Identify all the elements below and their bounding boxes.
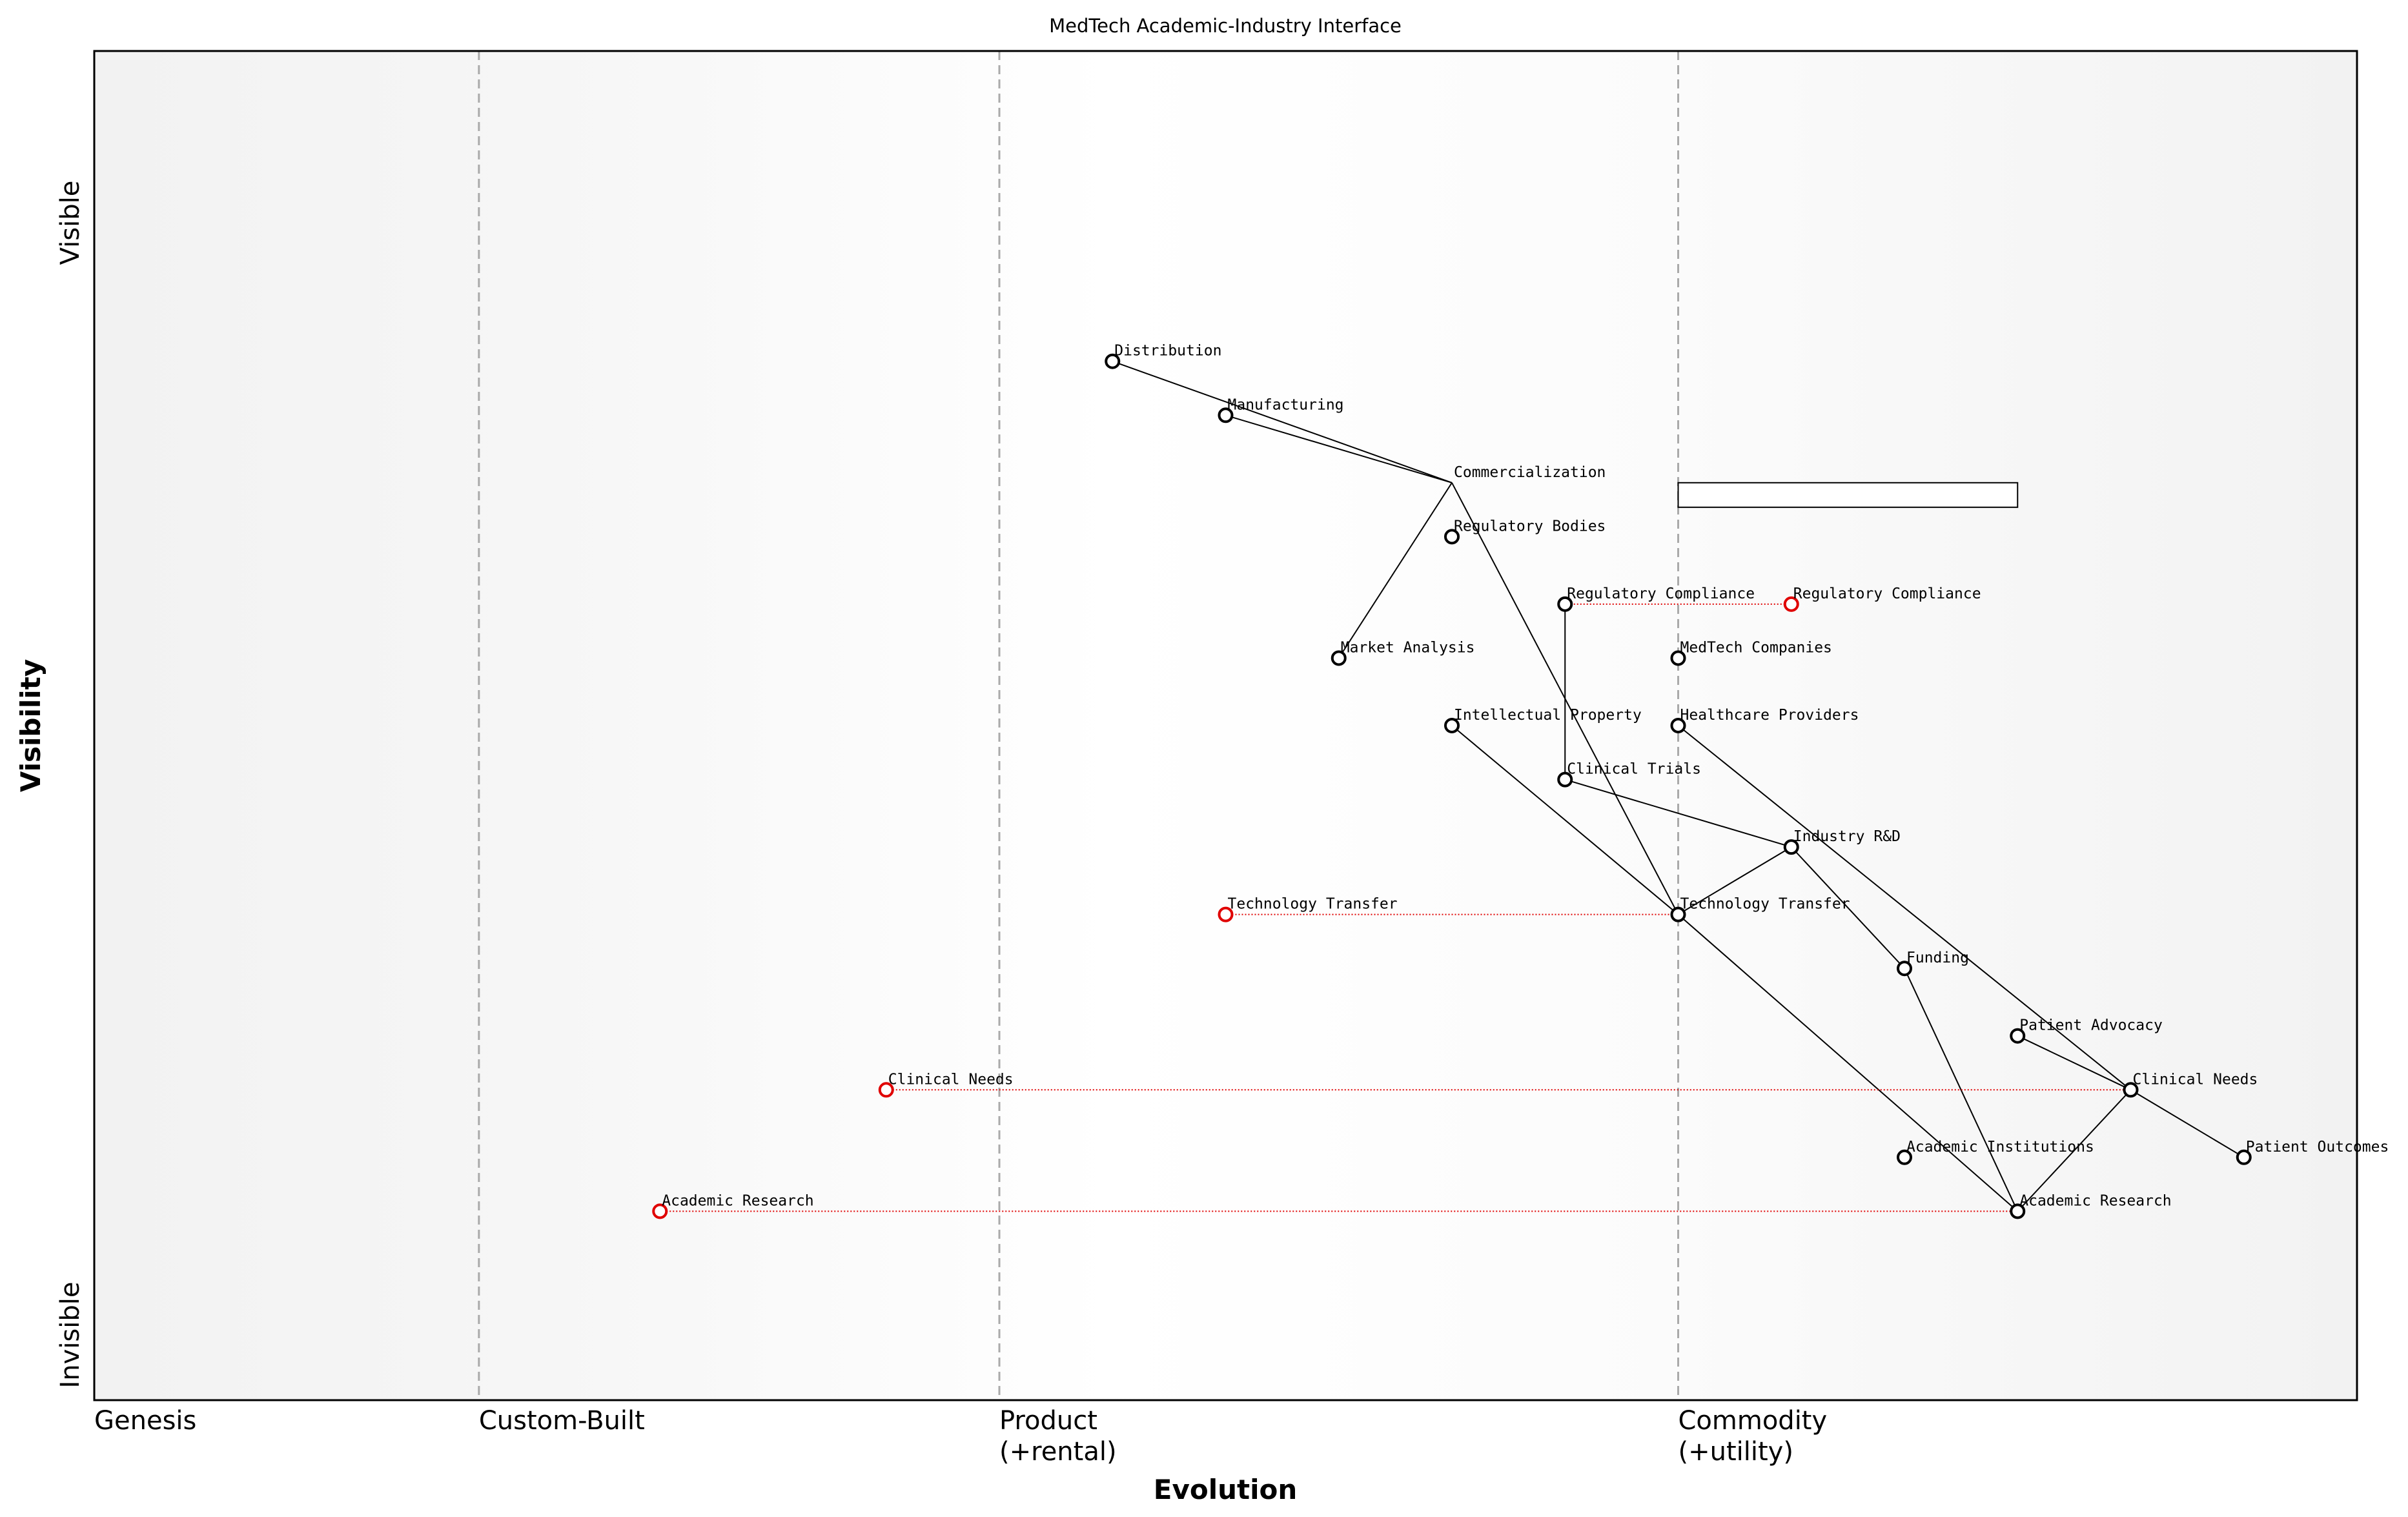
- node-label: Academic Research: [2019, 1192, 2171, 1209]
- node-label: Academic Research: [662, 1192, 813, 1209]
- node: [1897, 1149, 1912, 1165]
- node-label: Clinical Trials: [1567, 761, 1701, 778]
- node: [1670, 718, 1686, 733]
- node-label: Industry R&D: [1793, 828, 1901, 845]
- link: [2017, 1035, 2131, 1091]
- node-label: Technology Transfer: [1680, 896, 1850, 913]
- node: [1557, 771, 1573, 788]
- node-label: Intellectual Property: [1454, 707, 1642, 724]
- x-axis-title: Evolution: [1154, 1474, 1297, 1505]
- node-label: Funding: [1906, 950, 1969, 966]
- y-bottom-label: Invisible: [56, 1282, 85, 1389]
- link: [1791, 846, 1905, 969]
- node: [2010, 1203, 2026, 1219]
- x-tick-label: Custom-Built: [478, 1406, 645, 1436]
- node-label: Regulatory Compliance: [1793, 585, 1981, 602]
- node-label: Market Analysis: [1341, 640, 1475, 657]
- node: [2010, 1028, 2026, 1044]
- node-label: Commercialization: [1454, 464, 1606, 481]
- node-label: Clinical Needs: [2133, 1071, 2258, 1088]
- x-tick-label: Commodity (+utility): [1678, 1406, 1828, 1467]
- y-top-label: Visible: [56, 181, 85, 265]
- node-label: Clinical Needs: [888, 1071, 1014, 1088]
- node: [1444, 529, 1460, 545]
- node-label: Distribution: [1114, 343, 1221, 360]
- node: [1783, 839, 1799, 855]
- node: [1218, 906, 1234, 922]
- node: [1670, 650, 1686, 666]
- node-label: Patient Advocacy: [2019, 1017, 2163, 1034]
- x-tick-label: Product (+rental): [999, 1406, 1117, 1467]
- node-label: MedTech Companies: [1680, 640, 1832, 657]
- node-label: Academic Institutions: [1906, 1139, 2094, 1156]
- chart-title: MedTech Academic-Industry Interface: [1049, 15, 1402, 37]
- link: [1451, 725, 1679, 915]
- node-label: Technology Transfer: [1228, 896, 1398, 913]
- link: [1225, 414, 1453, 484]
- y-axis-title: Visibility: [15, 659, 46, 792]
- x-tick-label: Genesis: [94, 1406, 197, 1436]
- link: [1677, 846, 1792, 915]
- node: [2236, 1149, 2252, 1165]
- node-label: Manufacturing: [1228, 396, 1344, 413]
- node: [1331, 650, 1347, 666]
- link: [1338, 482, 1453, 659]
- node: [2123, 1082, 2139, 1098]
- node-label: Regulatory Compliance: [1567, 585, 1755, 602]
- node: [1897, 961, 1912, 977]
- plot-border: [93, 50, 2358, 1401]
- node-label: Healthcare Providers: [1680, 707, 1859, 724]
- node: [1670, 906, 1686, 922]
- node: [1218, 407, 1234, 423]
- node: [1105, 353, 1121, 369]
- link: [2130, 1089, 2245, 1158]
- node: [878, 1082, 894, 1098]
- link: [1904, 968, 2019, 1212]
- link: [1677, 725, 2132, 1091]
- node: [1444, 718, 1460, 733]
- node-label: Regulatory Bodies: [1454, 518, 1606, 535]
- node: [1783, 596, 1799, 612]
- link: [1564, 779, 1792, 848]
- link: [2017, 1089, 2132, 1212]
- link: [1112, 360, 1453, 484]
- plot-background: [94, 51, 2357, 1400]
- pipeline: [1677, 482, 2019, 508]
- node: [652, 1203, 668, 1219]
- link: [1677, 913, 2018, 1212]
- node-label: Patient Outcomes: [2246, 1139, 2389, 1156]
- node: [1557, 596, 1573, 612]
